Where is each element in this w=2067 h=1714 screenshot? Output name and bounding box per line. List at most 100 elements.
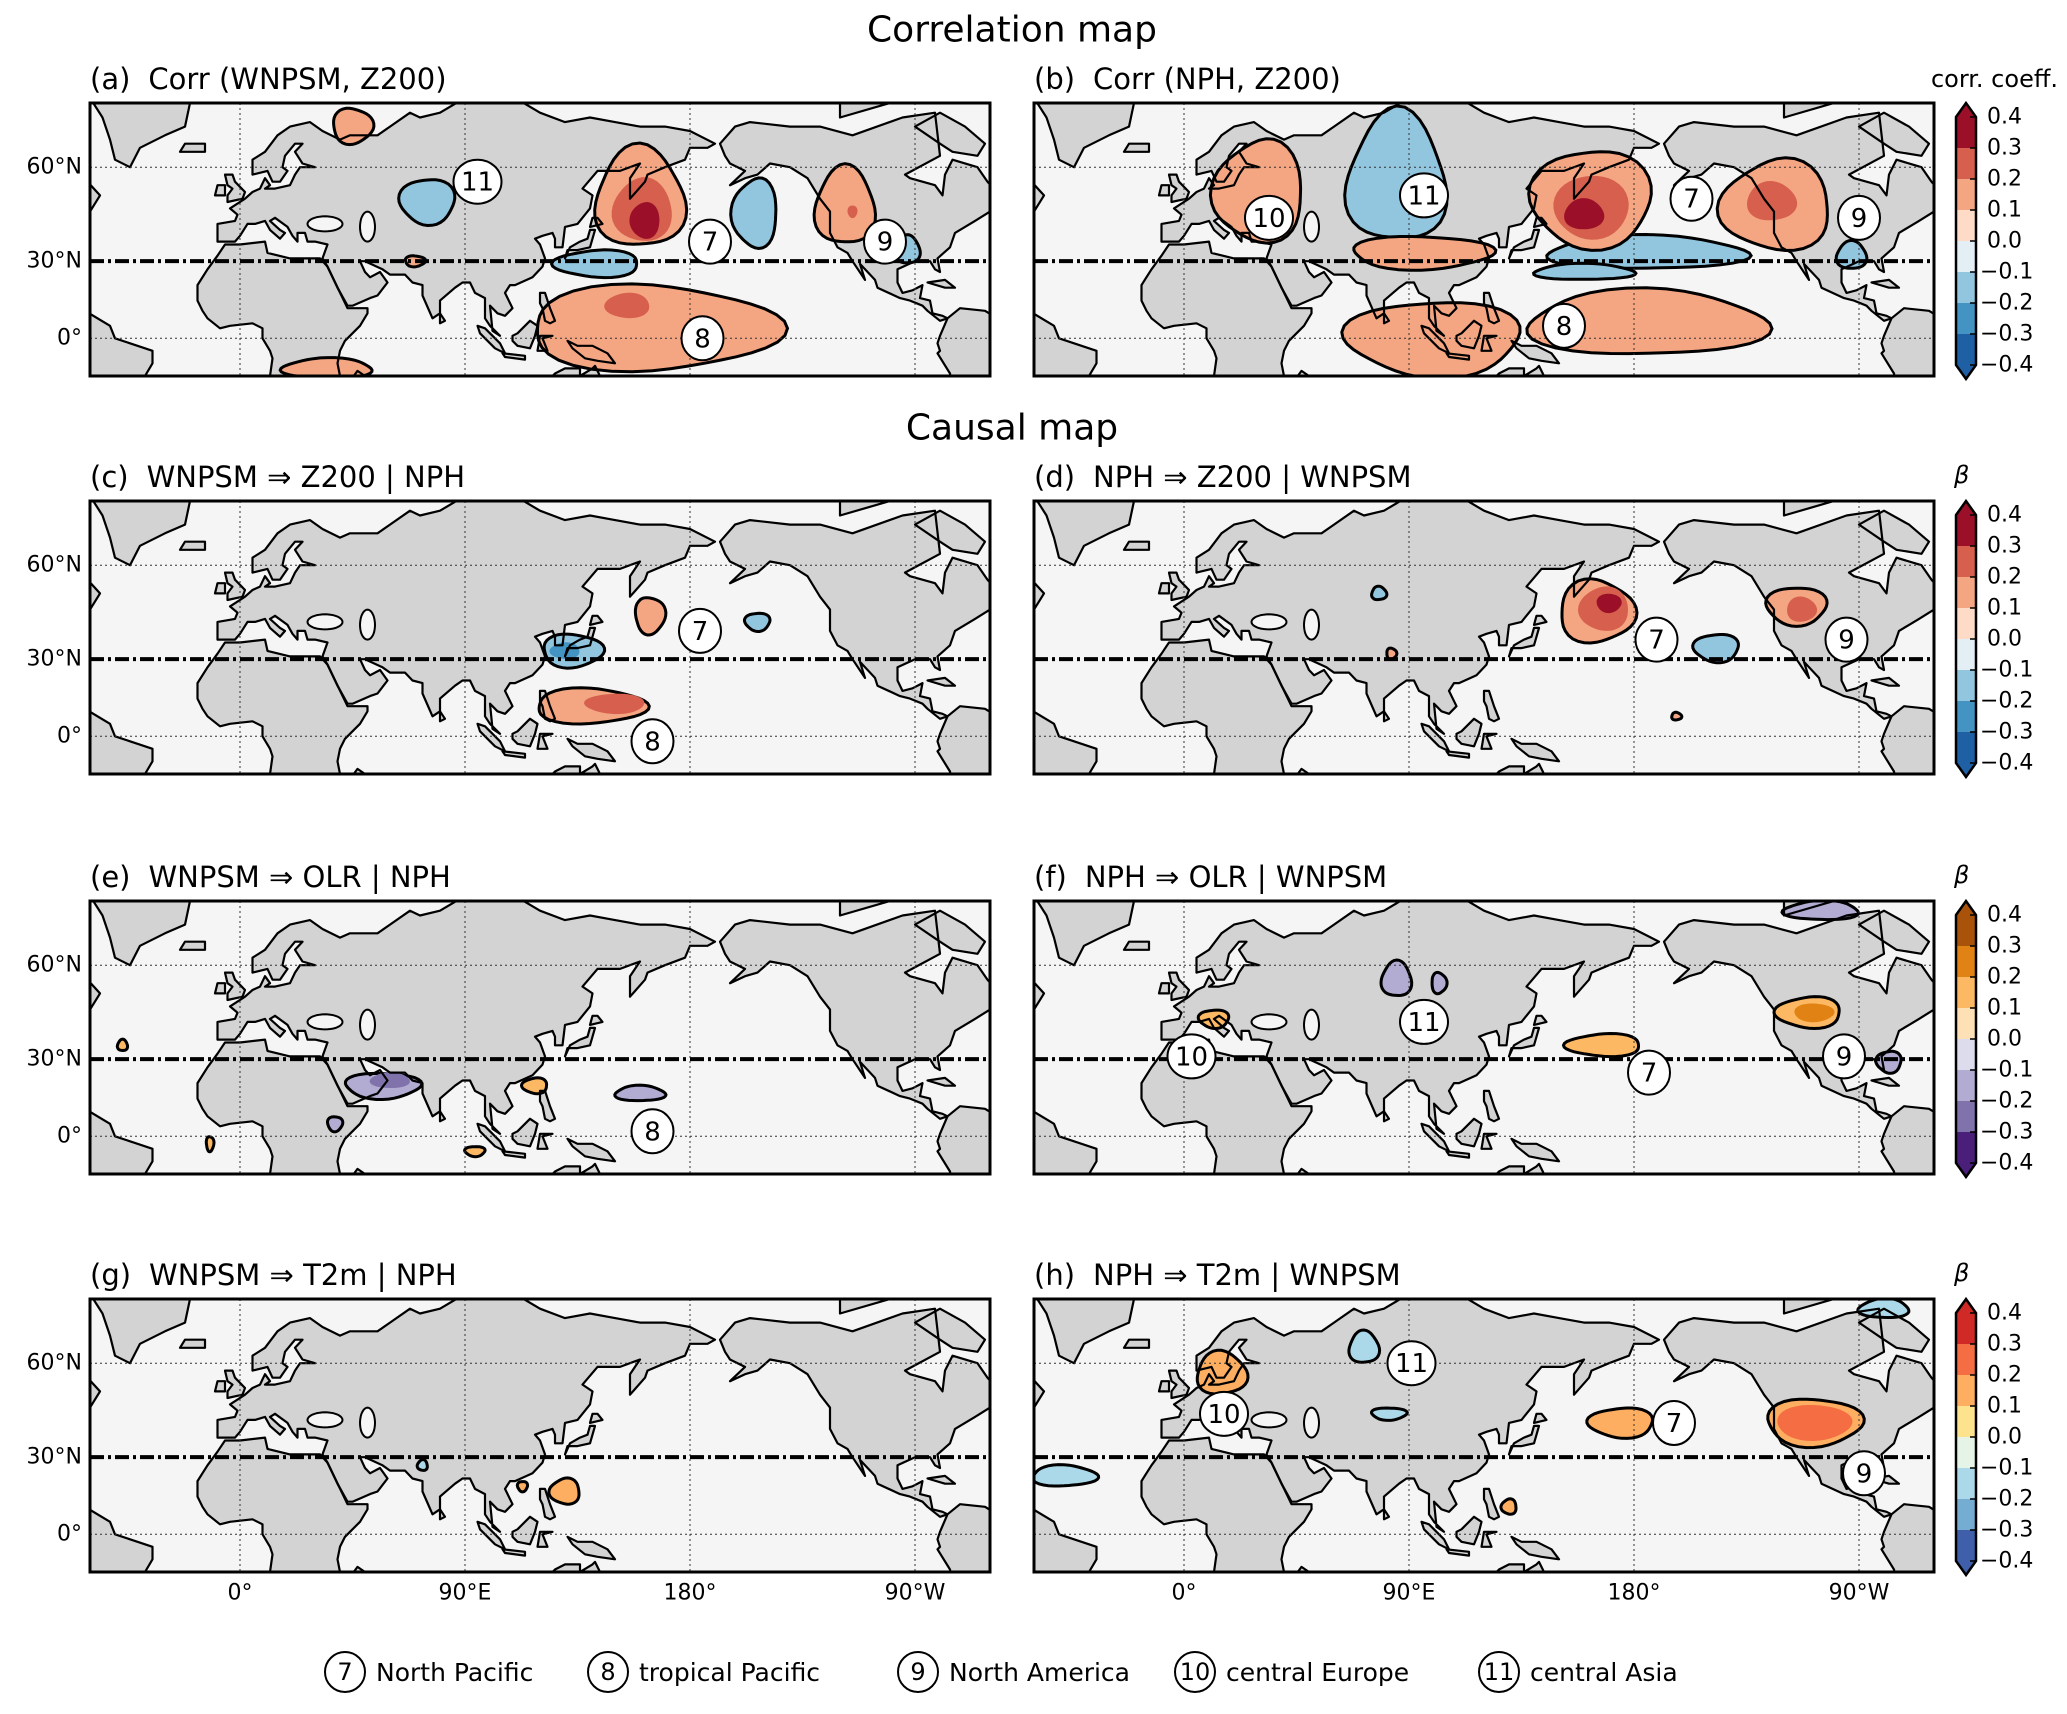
coastline <box>306 215 344 233</box>
landmass <box>90 582 100 610</box>
lon-label: 0° <box>1171 1580 1197 1606</box>
coastlines <box>90 501 990 774</box>
landmass <box>1034 582 1044 610</box>
landmass <box>93 103 190 168</box>
panel-title-text: Corr (NPH, Z200) <box>1093 62 1341 96</box>
panel-title: (a) Corr (WNPSM, Z200) <box>90 62 447 96</box>
coastline <box>536 732 554 750</box>
legend-marker: 9 <box>897 1651 939 1693</box>
panel-title-text: Corr (WNPSM, Z200) <box>148 62 447 96</box>
panel-label: (e) <box>90 860 131 894</box>
coastline <box>1302 210 1321 243</box>
inland-sea <box>360 609 375 640</box>
legend-item-north-america: 9 North America <box>897 1651 1130 1693</box>
coastline <box>1532 1014 1548 1026</box>
coastline <box>438 1508 447 1521</box>
coastline <box>1167 173 1191 204</box>
coastline <box>1880 307 1934 376</box>
region-marker-11: 11 <box>452 158 503 205</box>
coastline <box>352 767 367 774</box>
colorbar-tick-label: 0.2 <box>1987 1362 2022 1388</box>
region-number: 9 <box>1851 204 1868 234</box>
landmass <box>1859 112 1929 156</box>
coastline <box>352 369 367 376</box>
inland-sea <box>1251 1014 1287 1030</box>
coastline <box>178 1338 207 1349</box>
anomaly-region <box>1794 1003 1835 1023</box>
coastline <box>213 184 227 197</box>
region-marker-8: 8 <box>680 315 725 362</box>
coastline <box>913 111 987 157</box>
landmass <box>1509 229 1539 259</box>
region-marker-8: 8 <box>630 718 675 765</box>
coastline <box>588 614 604 626</box>
coastline <box>536 334 554 352</box>
region-number: 8 <box>1556 312 1573 342</box>
landmass <box>1859 910 1929 954</box>
coastline <box>1870 676 1901 687</box>
coastline <box>936 705 990 774</box>
inland-sea <box>360 1009 375 1040</box>
landmass <box>915 910 985 954</box>
coastline <box>1034 312 1098 376</box>
coastline <box>1296 1167 1311 1174</box>
landmass <box>1481 1133 1497 1149</box>
coastline <box>196 1436 369 1572</box>
coastline <box>223 1369 247 1400</box>
landmass <box>552 1163 600 1174</box>
region-marker-8: 8 <box>630 1108 675 1155</box>
colorbar-title: β <box>1954 461 1970 489</box>
coastline <box>1857 909 1931 955</box>
anomaly-region <box>1564 198 1605 230</box>
landmass <box>1161 501 1659 734</box>
coastline <box>1662 509 1934 720</box>
coastline <box>563 626 597 658</box>
landmass <box>1141 241 1312 376</box>
legend-label: central Asia <box>1530 1657 1678 1687</box>
colorbar-bin <box>1956 1437 1976 1469</box>
coastline <box>1507 1026 1541 1058</box>
landmass <box>180 541 205 550</box>
coastline <box>1157 184 1171 197</box>
lon-label: 90°W <box>1828 1580 1890 1606</box>
landmass <box>477 325 505 354</box>
coastline <box>1482 1487 1501 1521</box>
landmass <box>1496 763 1544 774</box>
region-marker-9: 9 <box>1842 1450 1886 1497</box>
landmass <box>1859 1308 1929 1352</box>
lat-label: 60°N <box>26 952 82 978</box>
anomaly-region <box>326 1115 345 1134</box>
coastline <box>223 971 247 1002</box>
landmass <box>180 941 205 950</box>
landmass <box>1881 1504 1934 1572</box>
coastline <box>718 509 990 720</box>
coastlines <box>1034 501 1934 774</box>
region-marker-10: 10 <box>1199 1390 1249 1437</box>
anomaly-region <box>369 1072 410 1088</box>
colorbar-tick-label: 0.0 <box>1987 1026 2022 1052</box>
colorbar-extend-min <box>1956 1561 1976 1575</box>
coastline <box>90 312 154 376</box>
coastline <box>511 1117 539 1148</box>
landmass <box>197 1437 368 1572</box>
landmass <box>1037 103 1134 168</box>
anomaly-region <box>1369 1406 1409 1422</box>
landmass <box>225 1370 245 1398</box>
colorbar-tick-label: 0.3 <box>1987 1331 2022 1357</box>
landmass <box>512 718 538 747</box>
landmass <box>197 1039 368 1174</box>
colorbar-tick-label: 0.1 <box>1987 197 2022 223</box>
coastline <box>1034 1110 1098 1174</box>
colorbar-tick-label: 0.0 <box>1987 626 2022 652</box>
landmass <box>90 711 153 774</box>
region-number: 9 <box>877 228 894 258</box>
inland-sea <box>1304 609 1319 640</box>
landmass <box>1037 901 1134 966</box>
colorbar-tick-label: 0.3 <box>1987 135 2022 161</box>
lat-label: 0° <box>57 325 82 351</box>
coastline <box>588 1412 604 1424</box>
landmass <box>1034 1380 1044 1408</box>
landmass <box>477 723 505 752</box>
coastline <box>536 1132 554 1150</box>
region-number: 11 <box>1407 1008 1440 1038</box>
